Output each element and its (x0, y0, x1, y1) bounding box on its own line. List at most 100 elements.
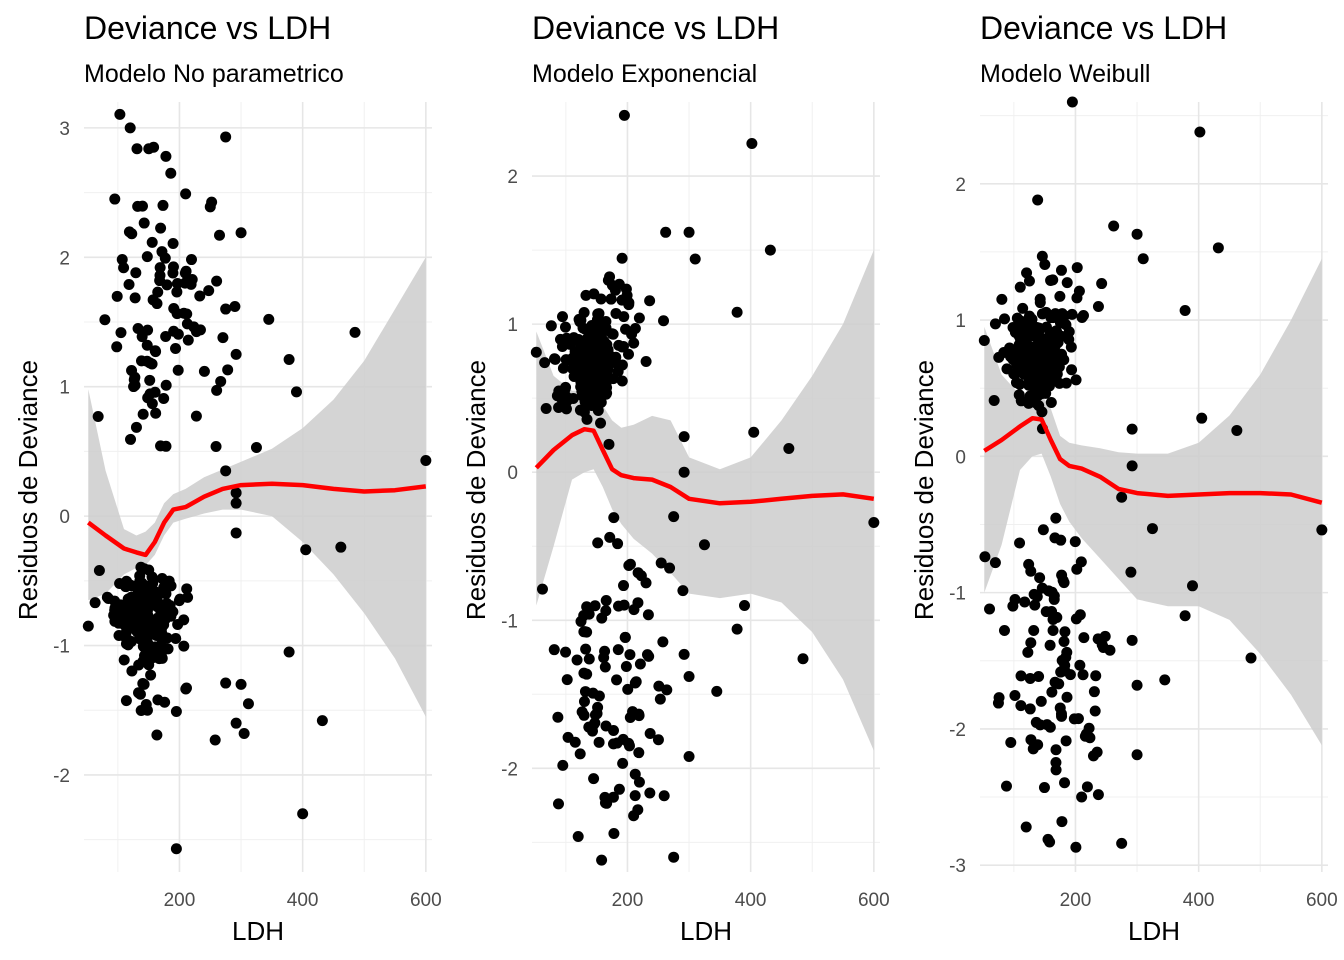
data-point (1037, 339, 1049, 351)
data-point (420, 454, 432, 466)
panel-3-x-axis-title: LDH (1128, 916, 1180, 946)
data-point (151, 298, 163, 310)
data-point (230, 497, 242, 509)
data-point (99, 314, 111, 326)
data-point (620, 323, 632, 335)
data-point (605, 293, 617, 305)
data-point (1033, 348, 1045, 360)
data-point (134, 688, 146, 700)
data-point (599, 319, 611, 331)
data-point (619, 631, 631, 643)
data-point (574, 748, 586, 760)
data-point (142, 392, 154, 404)
panel-3-subtitle: Modelo Weibull (980, 60, 1150, 88)
data-point (593, 690, 605, 702)
data-point (144, 374, 156, 386)
x-tick-label: 400 (1183, 890, 1215, 911)
data-point (598, 652, 610, 664)
data-point (181, 583, 193, 595)
data-point (126, 365, 138, 377)
data-point (283, 646, 295, 658)
data-point (120, 695, 132, 707)
data-point (222, 364, 234, 376)
data-point (129, 292, 141, 304)
data-point (575, 347, 587, 359)
data-point (1066, 308, 1078, 320)
data-point (552, 798, 564, 810)
data-point (559, 321, 571, 333)
data-point (180, 188, 192, 200)
data-point (689, 253, 701, 265)
data-point (159, 252, 171, 264)
data-point (141, 704, 153, 716)
data-point (136, 355, 148, 367)
data-point (113, 629, 125, 641)
data-point (349, 326, 361, 338)
data-point (642, 609, 654, 621)
panel-1-y-axis-title: Residuos de Deviance (13, 360, 43, 620)
data-point (556, 311, 568, 323)
data-point (567, 363, 579, 375)
data-point (599, 797, 611, 809)
data-point (138, 217, 150, 229)
panel-2-x-axis-title: LDH (680, 916, 732, 946)
data-point (115, 327, 127, 339)
data-point (1014, 537, 1026, 549)
data-point (1073, 285, 1085, 297)
data-point (1061, 691, 1073, 703)
data-point (1023, 558, 1035, 570)
data-point (165, 167, 177, 179)
data-point (142, 639, 154, 651)
data-point (633, 312, 645, 324)
data-point (133, 659, 145, 671)
data-point (1116, 491, 1128, 503)
data-point (602, 274, 614, 286)
data-point (1033, 325, 1045, 337)
data-point (172, 328, 184, 340)
x-tick-label: 400 (287, 890, 319, 911)
data-point (190, 326, 202, 338)
data-point (128, 374, 140, 386)
data-point (593, 376, 605, 388)
data-point (530, 346, 542, 358)
data-point (635, 570, 647, 582)
data-point (1050, 512, 1062, 524)
data-point (622, 683, 634, 695)
data-point (1070, 841, 1082, 853)
data-point (1001, 363, 1013, 375)
y-tick-label: -2 (53, 766, 70, 787)
y-tick-label: 0 (507, 463, 518, 484)
data-point (576, 706, 588, 718)
data-point (1092, 789, 1104, 801)
data-point (316, 715, 328, 727)
data-point (138, 678, 150, 690)
data-point (607, 725, 619, 737)
data-point (235, 227, 247, 239)
data-point (1212, 242, 1224, 254)
data-point (160, 379, 172, 391)
data-point (618, 580, 630, 592)
data-point (661, 684, 673, 696)
data-point (1077, 669, 1089, 681)
data-point (156, 572, 168, 584)
data-point (118, 654, 130, 666)
data-point (1131, 228, 1143, 240)
data-point (608, 512, 620, 524)
data-point (290, 386, 302, 398)
data-point (1186, 580, 1198, 592)
data-point (1196, 412, 1208, 424)
data-point (1075, 556, 1087, 568)
data-point (150, 407, 162, 419)
data-point (1017, 302, 1029, 314)
data-point (146, 571, 158, 583)
data-point (1066, 364, 1078, 376)
data-point (540, 403, 552, 415)
data-point (134, 570, 146, 582)
data-point (1036, 308, 1048, 320)
smooth-line (983, 415, 1323, 505)
data-point (783, 443, 795, 454)
data-point (230, 717, 242, 729)
data-point (1131, 749, 1143, 761)
data-point (1089, 705, 1101, 717)
data-point (559, 383, 571, 395)
